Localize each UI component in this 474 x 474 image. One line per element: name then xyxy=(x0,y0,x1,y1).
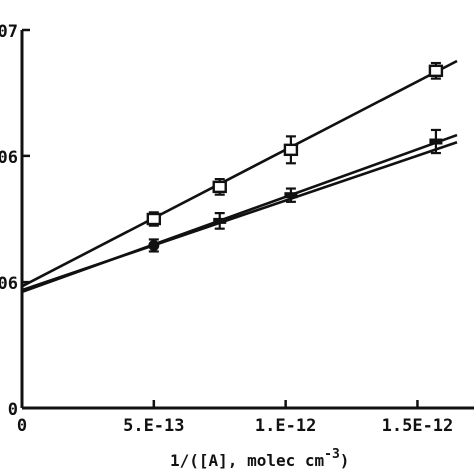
y-tick-label: 0 xyxy=(8,400,18,420)
axes-layer xyxy=(20,30,474,410)
circle-marker xyxy=(148,239,160,251)
x-tick-label: 1.E-12 xyxy=(255,416,316,436)
data-point-series-1 xyxy=(146,211,162,227)
data-point-series-1 xyxy=(283,135,299,165)
x-tick-label: 0 xyxy=(17,416,27,436)
y-tick-label: 06 xyxy=(0,148,18,168)
data-point-series-1 xyxy=(428,61,444,80)
ticks-layer: 0 5.E-13 1.E-12 1.5E-12 0 06 06 07 xyxy=(0,22,453,436)
data-point-series-3 xyxy=(148,238,160,253)
x-axis-title: 1/([A], molec cm-3) xyxy=(170,447,349,470)
square-marker xyxy=(212,180,227,194)
data-point-series-2 xyxy=(284,187,298,203)
data-point-series-2 xyxy=(429,128,443,155)
data-points-layer xyxy=(146,61,444,253)
fit-lines-layer xyxy=(21,59,458,294)
bar-marker xyxy=(429,138,443,145)
bar-marker xyxy=(213,217,227,224)
x-tick-label: 1.5E-12 xyxy=(382,416,454,436)
x-axis-title-main: 1/([A], molec cm xyxy=(170,451,324,470)
fit-line-series-1 xyxy=(21,59,458,288)
square-marker xyxy=(146,212,162,226)
x-axis-title-superscript: -3 xyxy=(324,447,340,462)
bar-marker xyxy=(284,192,298,199)
x-tick-label: 5.E-13 xyxy=(123,416,184,436)
square-marker xyxy=(283,143,299,157)
y-tick-label: 07 xyxy=(0,22,18,42)
fit-line-series-3 xyxy=(21,141,458,292)
y-tick-label: 06 xyxy=(0,274,18,294)
data-point-series-2 xyxy=(213,212,227,230)
square-marker xyxy=(428,64,444,78)
data-point-series-1 xyxy=(212,177,227,196)
x-axis-title-suffix: ) xyxy=(340,451,350,470)
